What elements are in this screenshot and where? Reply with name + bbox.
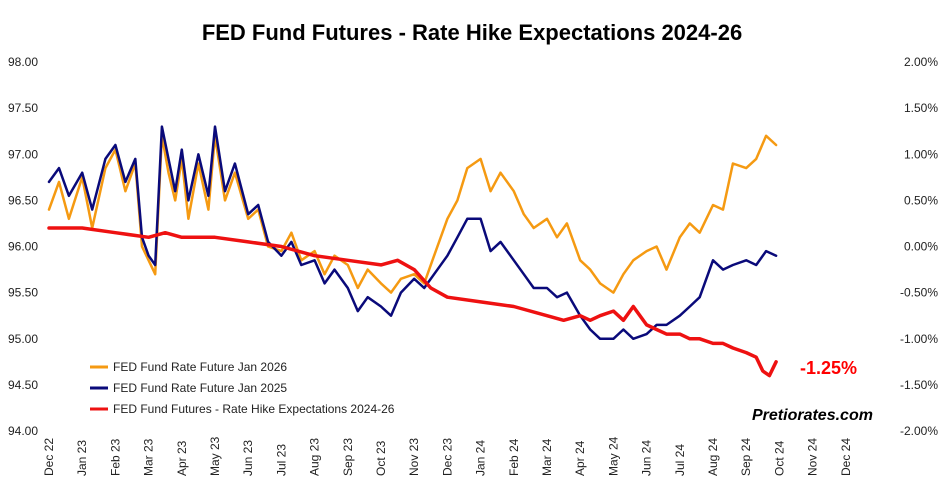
- series-line-1: [47, 125, 778, 341]
- x-tick-label: Nov 23: [407, 438, 421, 476]
- right-tick-label: 1.50%: [904, 101, 938, 115]
- legend-label-jan-2026: FED Fund Rate Future Jan 2026: [113, 360, 287, 374]
- series-layer: [47, 125, 778, 378]
- x-tick-label: May 23: [208, 436, 222, 476]
- x-tick-label: Aug 24: [706, 438, 720, 476]
- left-tick-label: 95.50: [8, 286, 38, 300]
- x-tick-label: Aug 23: [308, 438, 322, 476]
- right-tick-label: 1.00%: [904, 147, 938, 161]
- x-tick-label: Nov 24: [806, 438, 820, 476]
- right-tick-label: -0.50%: [900, 286, 938, 300]
- x-tick-label: Apr 23: [175, 440, 189, 476]
- x-tick-label: Oct 24: [772, 440, 786, 476]
- chart-title: FED Fund Futures - Rate Hike Expectation…: [202, 20, 742, 45]
- right-tick-label: -2.00%: [900, 424, 938, 438]
- right-tick-label: 0.00%: [904, 240, 938, 254]
- right-axis: 2.00% 1.50% 1.00% 0.50% 0.00% -0.50% -1.00% -1.…: [900, 55, 938, 438]
- left-tick-label: 97.50: [8, 101, 38, 115]
- x-tick-label: Jul 23: [274, 444, 288, 476]
- left-axis: 98.00 97.50 97.00 96.50 96.00 95.50 95.00 94.50…: [8, 55, 38, 438]
- x-tick-label: Jan 23: [75, 440, 89, 476]
- x-tick-label: Jul 24: [673, 444, 687, 476]
- x-tick-label: Apr 24: [573, 440, 587, 476]
- x-tick-label: Mar 24: [540, 438, 554, 476]
- x-tick-label: Jan 24: [474, 440, 488, 476]
- x-tick-label: Feb 23: [108, 438, 122, 476]
- right-tick-label: -1.50%: [900, 378, 938, 392]
- x-tick-label: Dec 24: [839, 438, 853, 476]
- legend-label-jan-2025: FED Fund Rate Future Jan 2025: [113, 381, 287, 395]
- x-tick-label: Jun 24: [640, 440, 654, 476]
- x-tick-label: Dec 22: [42, 438, 56, 476]
- x-tick-label: Jun 23: [241, 440, 255, 476]
- x-tick-label: Feb 24: [507, 438, 521, 476]
- legend-label-expectations: FED Fund Futures - Rate Hike Expectation…: [113, 402, 395, 416]
- callout-label: -1.25%: [800, 358, 857, 378]
- left-tick-label: 96.50: [8, 193, 38, 207]
- left-tick-label: 96.00: [8, 240, 38, 254]
- x-tick-label: Mar 23: [142, 438, 156, 476]
- x-tick-label: Dec 23: [440, 438, 454, 476]
- left-tick-label: 98.00: [8, 55, 38, 69]
- x-tick-label: Sep 24: [739, 438, 753, 476]
- watermark: Pretiorates.com: [752, 407, 873, 424]
- right-tick-label: 2.00%: [904, 55, 938, 69]
- x-tick-label: Oct 23: [374, 440, 388, 476]
- legend: FED Fund Rate Future Jan 2026 FED Fund R…: [90, 360, 395, 416]
- left-tick-label: 94.00: [8, 424, 38, 438]
- x-tick-label: Sep 23: [341, 438, 355, 476]
- x-axis: Dec 22 Jan 23 Feb 23 Mar 23 Apr 23 May 23 Jun …: [42, 436, 853, 476]
- left-tick-label: 95.00: [8, 332, 38, 346]
- x-tick-label: May 24: [606, 436, 620, 476]
- right-tick-label: -1.00%: [900, 332, 938, 346]
- series-line-2: [47, 226, 778, 378]
- right-tick-label: 0.50%: [904, 193, 938, 207]
- left-tick-label: 94.50: [8, 378, 38, 392]
- left-tick-label: 97.00: [8, 147, 38, 161]
